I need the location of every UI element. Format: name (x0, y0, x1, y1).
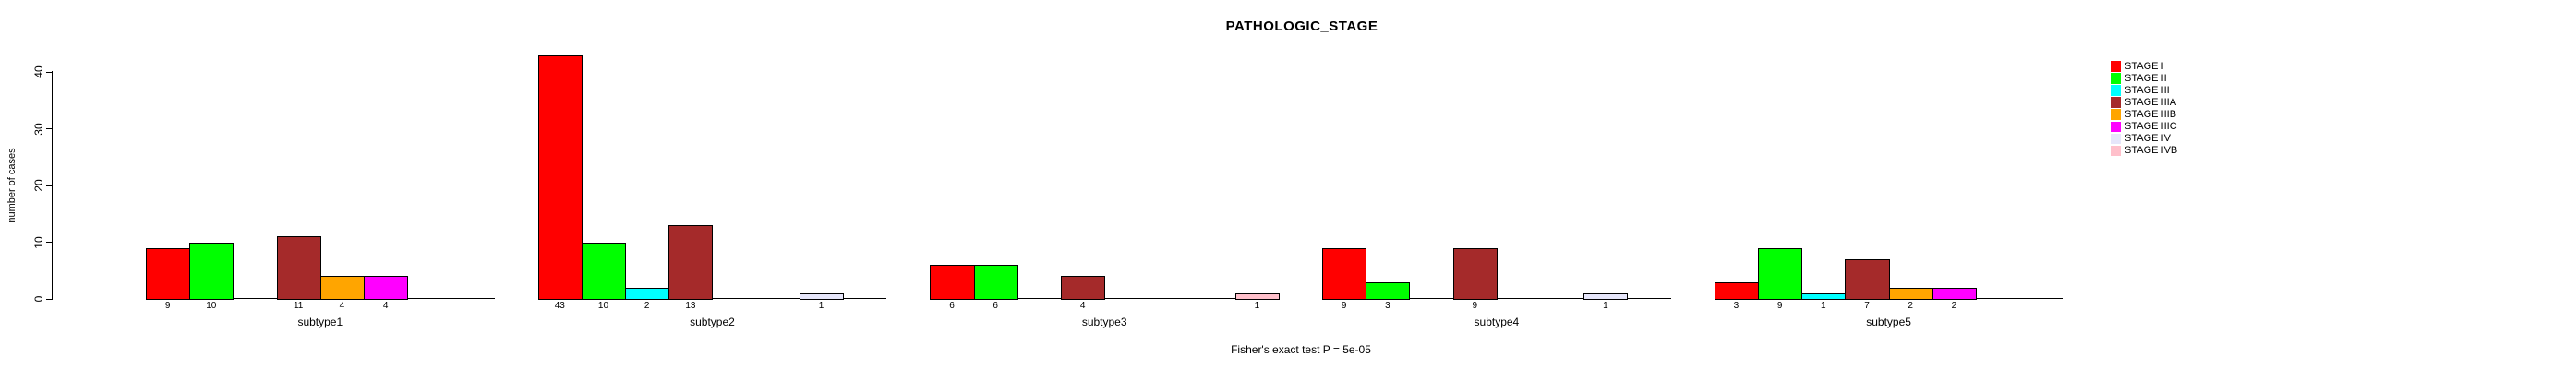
bar-value-label: 10 (597, 301, 609, 311)
bar-value-label: 9 (164, 301, 171, 311)
bar-value-label: 9 (1472, 301, 1478, 311)
x-axis-category-label: subtype3 (1081, 315, 1127, 328)
legend-swatch (2111, 61, 2121, 72)
y-tick-label: 30 (32, 122, 45, 136)
bar-value-label: 13 (685, 301, 696, 311)
y-tick-mark (46, 298, 53, 300)
bar-stage-iiia (1845, 258, 1890, 300)
legend-label: STAGE IIIC (2125, 121, 2177, 132)
bar-stage-iiib (319, 276, 365, 300)
bar-stage-i (930, 265, 975, 300)
bar-stage-ii (973, 265, 1018, 300)
bar-stage-ii (1758, 247, 1803, 300)
bar-value-label: 1 (818, 301, 825, 311)
bar-value-label: 1 (1254, 301, 1260, 311)
bar-stage-iiib (1888, 287, 1933, 300)
bar-stage-iii (1801, 292, 1847, 300)
bar-value-label: 4 (339, 301, 345, 311)
bar-value-label: 1 (1821, 301, 1826, 311)
bar-value-label: 6 (993, 301, 998, 311)
bar-stage-ii (581, 242, 627, 300)
bar-value-label: 3 (1733, 301, 1739, 311)
y-axis-title: number of cases (6, 148, 18, 223)
bar-stage-iii (625, 287, 670, 300)
legend-swatch (2111, 133, 2121, 145)
chart-title: PATHOLOGIC_STAGE (1225, 18, 1378, 34)
y-tick-label: 10 (32, 235, 45, 249)
x-axis-category-label: subtype1 (297, 315, 343, 328)
legend-label: STAGE III (2125, 84, 2170, 96)
bar-stage-iiic (1932, 287, 1977, 300)
y-tick-mark (46, 242, 53, 243)
legend-label: STAGE IV (2125, 133, 2171, 145)
y-tick-mark (46, 71, 53, 73)
bar-stage-iv (799, 292, 845, 300)
legend-swatch (2111, 121, 2121, 132)
legend-label: STAGE IIIB (2125, 108, 2177, 120)
bar-value-label: 6 (949, 301, 955, 311)
bar-value-label: 7 (1864, 301, 1870, 311)
x-axis-category-label: subtype4 (1474, 315, 1520, 328)
bar-stage-iiia (1061, 276, 1106, 300)
legend-swatch (2111, 97, 2121, 108)
bar-stage-iv (1583, 292, 1629, 300)
bar-value-label: 43 (554, 301, 565, 311)
bar-value-label: 9 (1776, 301, 1783, 311)
bar-value-label: 3 (1385, 301, 1390, 311)
bar-stage-i (146, 247, 191, 300)
y-tick-label: 0 (32, 295, 45, 303)
bar-stage-iiia (668, 225, 714, 300)
bar-stage-iiic (364, 276, 409, 300)
bar-stage-i (1322, 247, 1367, 300)
y-tick-mark (46, 128, 53, 129)
legend-swatch (2111, 145, 2121, 157)
legend-swatch (2111, 109, 2121, 120)
legend-label: STAGE IVB (2125, 145, 2178, 157)
bar-stage-i (1714, 281, 1759, 300)
bar-stage-iiia (276, 236, 321, 300)
bar-value-label: 9 (1341, 301, 1347, 311)
legend-label: STAGE I (2125, 60, 2164, 72)
legend-label: STAGE IIIA (2125, 96, 2177, 108)
bar-stage-ii (1366, 281, 1411, 300)
bar-value-label: 2 (1951, 301, 1957, 311)
x-axis-category-label: subtype2 (690, 315, 735, 328)
bar-value-label: 2 (644, 301, 650, 311)
x-axis-category-label: subtype5 (1866, 315, 1911, 328)
bar-value-label: 11 (293, 301, 304, 311)
bar-stage-ii (189, 242, 235, 300)
bar-stage-i (537, 54, 583, 300)
legend-swatch (2111, 85, 2121, 96)
legend-swatch (2111, 73, 2121, 84)
bar-value-label: 4 (382, 301, 389, 311)
y-tick-label: 40 (32, 65, 45, 78)
bar-value-label: 2 (1908, 301, 1913, 311)
bar-value-label: 1 (1603, 301, 1608, 311)
bar-stage-iiia (1452, 247, 1498, 300)
bar-value-label: 4 (1079, 301, 1086, 311)
y-tick-mark (46, 184, 53, 186)
fisher-test-annotation: Fisher's exact test P = 5e-05 (1231, 343, 1371, 356)
bar-value-label: 10 (206, 301, 217, 311)
y-tick-label: 20 (32, 179, 45, 192)
legend-label: STAGE II (2125, 72, 2167, 84)
bar-stage-ivb (1234, 292, 1280, 300)
